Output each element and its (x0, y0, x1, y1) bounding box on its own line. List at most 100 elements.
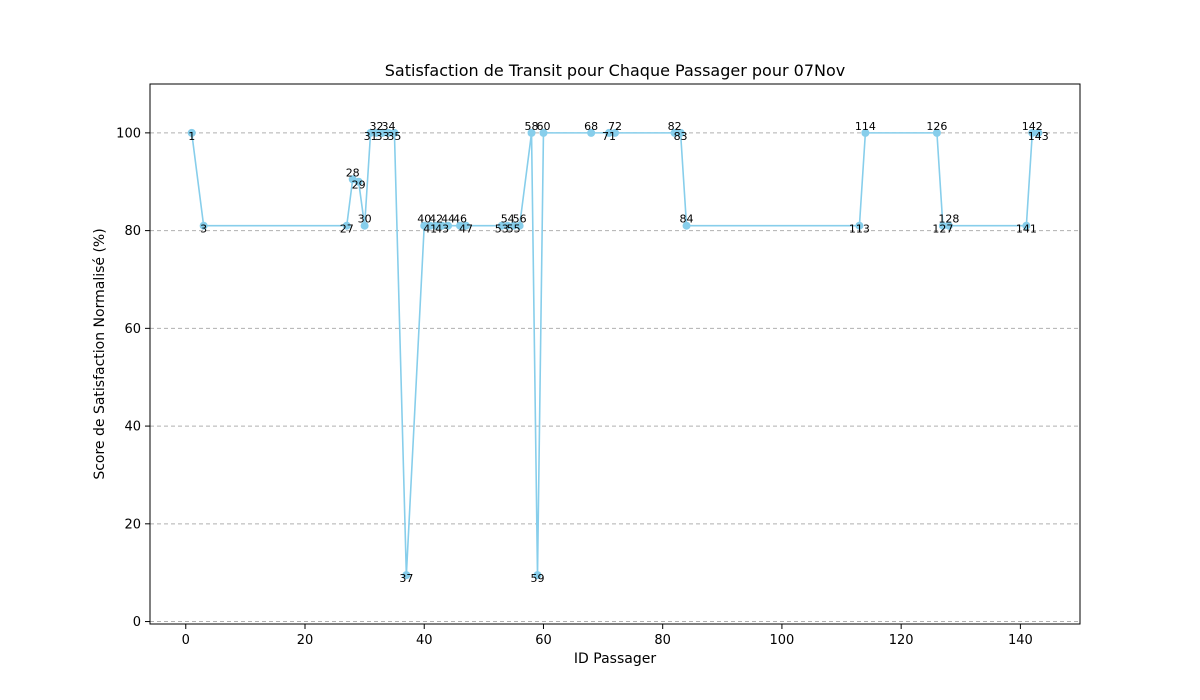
point-label: 72 (608, 120, 622, 133)
data-points-group (187, 128, 1043, 580)
point-label: 126 (926, 120, 947, 133)
x-tick-label: 80 (654, 633, 671, 648)
data-point (676, 128, 685, 137)
point-label: 141 (1016, 223, 1037, 236)
data-point (515, 221, 524, 230)
grid-lines (150, 132, 1080, 623)
data-point (360, 221, 369, 230)
data-point (461, 221, 470, 230)
data-point (497, 221, 506, 230)
data-point (372, 128, 381, 137)
y-axis-ticks: 0 20 40 60 80 100 (116, 126, 150, 630)
data-point (938, 221, 947, 230)
y-tick-label: 20 (124, 517, 141, 532)
point-label: 54 (501, 213, 515, 226)
data-point (1028, 128, 1037, 137)
data-point (432, 221, 441, 230)
data-point (539, 128, 548, 137)
point-label: 60 (536, 120, 550, 133)
point-label: 127 (932, 223, 953, 236)
x-tick-label: 20 (297, 633, 314, 648)
chart-title: Satisfaction de Transit pour Chaque Pass… (385, 61, 845, 80)
point-label: 82 (668, 120, 682, 133)
data-point (944, 221, 953, 230)
point-label: 31 (364, 130, 378, 143)
data-point (366, 128, 375, 137)
data-point (444, 221, 453, 230)
point-label: 27 (340, 223, 354, 236)
point-label: 35 (387, 130, 401, 143)
point-label: 29 (352, 179, 366, 192)
x-tick-label: 40 (416, 633, 433, 648)
point-label: 32 (370, 120, 384, 133)
data-point (932, 128, 941, 137)
point-label: 71 (602, 130, 616, 143)
data-point (605, 128, 614, 137)
point-label: 59 (531, 572, 545, 585)
y-axis-label: Score de Satisfaction Normalisé (%) (92, 228, 108, 479)
point-label: 34 (381, 120, 395, 133)
x-tick-label: 60 (535, 633, 552, 648)
data-point (402, 571, 411, 580)
data-point (611, 128, 619, 137)
data-point (420, 221, 429, 230)
data-point (199, 221, 208, 230)
data-point (587, 128, 596, 137)
point-label: 142 (1022, 120, 1043, 133)
point-label: 41 (423, 223, 437, 236)
point-label: 37 (399, 572, 413, 585)
point-label: 128 (938, 213, 959, 226)
x-tick-label: 100 (770, 633, 795, 648)
point-label: 42 (429, 213, 443, 226)
x-tick-label: 140 (1008, 633, 1033, 648)
point-label: 68 (584, 120, 598, 133)
point-label: 28 (346, 166, 360, 179)
point-label: 58 (525, 120, 539, 133)
point-label: 83 (674, 130, 688, 143)
data-point (670, 128, 679, 137)
y-tick-label: 60 (124, 322, 141, 337)
x-tick-label: 0 (182, 633, 190, 648)
data-point (527, 128, 536, 137)
data-point (390, 128, 399, 137)
data-point (354, 177, 363, 186)
series-line-group (190, 132, 1039, 576)
data-point (509, 221, 518, 230)
data-point (438, 221, 447, 230)
data-point (378, 128, 387, 137)
data-point (384, 128, 393, 137)
data-point (861, 128, 870, 137)
point-label: 46 (453, 213, 467, 226)
point-label: 84 (680, 213, 694, 226)
y-tick-label: 0 (133, 615, 141, 630)
plot-area-frame (149, 83, 1081, 625)
x-axis-ticks: 0 20 40 60 80 100 120 140 (182, 624, 1033, 648)
data-point (1022, 221, 1031, 230)
data-point (426, 221, 435, 230)
point-label: 3 (200, 223, 207, 236)
point-label: 1 (188, 130, 195, 143)
point-label: 44 (441, 213, 455, 226)
point-label: 40 (417, 213, 431, 226)
point-label: 56 (513, 213, 527, 226)
point-label: 113 (849, 223, 870, 236)
data-point (342, 221, 351, 230)
x-axis-label: ID Passager (574, 651, 656, 667)
point-label: 55 (507, 223, 521, 236)
data-point (456, 221, 464, 230)
x-tick-label: 120 (889, 633, 914, 648)
point-label: 53 (495, 223, 509, 236)
data-point (682, 221, 691, 230)
series-line (190, 132, 1039, 576)
data-point (187, 128, 196, 137)
point-label: 30 (358, 213, 372, 226)
point-label: 33 (376, 130, 390, 143)
data-point (1034, 128, 1043, 137)
data-point (855, 221, 864, 230)
point-label: 47 (459, 223, 473, 236)
point-label: 43 (435, 223, 449, 236)
data-point (533, 571, 542, 580)
data-point (503, 221, 512, 230)
